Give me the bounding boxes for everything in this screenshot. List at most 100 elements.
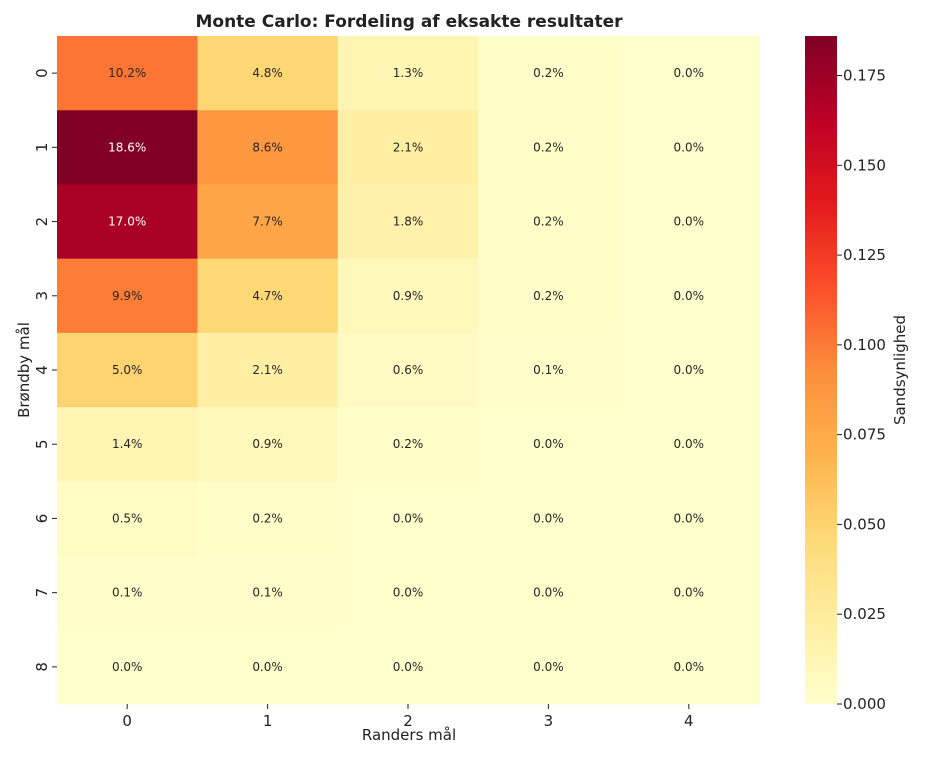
cell-annotation: 0.2%: [533, 66, 564, 80]
heatmap-cell: [337, 36, 479, 111]
x-axis-title: Randers mål: [362, 726, 456, 744]
heatmap-cell: [618, 407, 760, 482]
cell-annotation: 10.2%: [108, 66, 146, 80]
x-tick-label: 3: [544, 712, 554, 730]
cell-annotation: 17.0%: [108, 215, 146, 229]
heatmap-cell: [57, 332, 198, 408]
heatmap-cell: [478, 407, 620, 482]
cell-annotation: 0.2%: [533, 140, 564, 154]
chart-title: Monte Carlo: Fordeling af eksakte result…: [195, 12, 623, 32]
heatmap-cell: [57, 258, 198, 334]
cell-annotation: 0.1%: [533, 363, 564, 377]
heatmap-cell: [197, 332, 339, 408]
cell-annotation: 0.2%: [393, 437, 424, 451]
colorbar-ticks: 0.000 0.025 0.050 0.075 0.100 0.125 0.150 0.175: [837, 67, 886, 713]
x-tick-label: 0: [122, 712, 132, 730]
cell-annotation: 1.8%: [393, 215, 424, 229]
heatmap-cell: [57, 555, 198, 631]
heatmap-cell: [57, 481, 198, 557]
y-axis-title: Brøndby mål: [15, 322, 33, 418]
cell-annotation: 0.0%: [674, 289, 705, 303]
y-tick-label: 1: [33, 143, 51, 153]
cell-annotation: 0.2%: [252, 511, 283, 525]
colorbar-tick-label: 0.000: [843, 695, 886, 713]
cell-annotation: 1.4%: [112, 437, 143, 451]
y-tick-label: 2: [33, 217, 51, 227]
x-axis-ticks: 0 1 2 3 4: [122, 704, 694, 730]
heatmap-cell: [197, 184, 339, 260]
y-axis-ticks: 0 1 2 3 4 5 6 7 8: [33, 68, 57, 672]
heatmap-cell: [197, 258, 339, 334]
heatmap-cell: [337, 629, 479, 705]
heatmap-cell: [618, 629, 760, 705]
heatmap-cell: [478, 555, 620, 631]
heatmap-cell: [618, 481, 760, 557]
heatmap-cell: [478, 184, 620, 260]
heatmap-cell: [337, 555, 479, 631]
heatmap-cell: [618, 110, 760, 185]
cell-annotation: 0.0%: [674, 586, 705, 600]
y-tick-label: 0: [33, 68, 51, 78]
heatmap-cell: [57, 184, 198, 260]
colorbar-tick-label: 0.125: [843, 246, 886, 264]
x-tick-label: 1: [263, 712, 273, 730]
cell-annotation: 18.6%: [108, 140, 146, 154]
colorbar: [805, 36, 837, 704]
cell-annotation: 2.1%: [393, 140, 424, 154]
cell-annotation: 0.0%: [252, 660, 283, 674]
cell-annotation: 0.0%: [674, 437, 705, 451]
cell-annotation: 0.0%: [533, 660, 564, 674]
cell-annotation: 0.0%: [533, 437, 564, 451]
cell-annotation: 4.7%: [252, 289, 283, 303]
colorbar-tick-label: 0.150: [843, 156, 886, 174]
colorbar-tick-label: 0.050: [843, 515, 886, 533]
heatmap-cell: [618, 555, 760, 631]
heatmap-cell: [618, 36, 760, 111]
heatmap-cell: [337, 332, 479, 408]
heatmap-cell: [478, 629, 620, 705]
cell-annotation: 0.0%: [674, 363, 705, 377]
cell-annotation: 0.0%: [674, 215, 705, 229]
cell-annotation: 9.9%: [112, 289, 143, 303]
colorbar-tick-label: 0.175: [843, 67, 886, 85]
cell-annotation: 8.6%: [252, 140, 283, 154]
cell-annotation: 2.1%: [252, 363, 283, 377]
y-tick-label: 8: [33, 662, 51, 672]
heatmap-cell: [57, 36, 198, 111]
heatmap-cell: [57, 407, 198, 482]
cell-annotation: 0.0%: [112, 660, 143, 674]
cell-annotation: 0.2%: [533, 215, 564, 229]
colorbar-label: Sandsynlighed: [891, 315, 909, 425]
cell-annotation: 0.0%: [674, 66, 705, 80]
heatmap-cell: [478, 110, 620, 185]
cell-annotation: 0.9%: [393, 289, 424, 303]
x-tick-label: 2: [403, 712, 413, 730]
cell-annotation: 0.1%: [252, 586, 283, 600]
heatmap-cell: [197, 481, 339, 557]
cell-annotation: 0.5%: [112, 511, 143, 525]
heatmap-cell: [57, 629, 198, 705]
cell-annotation: 0.6%: [393, 363, 424, 377]
heatmap-cell: [197, 36, 339, 111]
cell-annotation: 5.0%: [112, 363, 143, 377]
heatmap-cell: [197, 555, 339, 631]
heatmap-cell: [478, 332, 620, 408]
y-tick-label: 3: [33, 291, 51, 301]
cell-annotation: 0.9%: [252, 437, 283, 451]
heatmap-cell: [478, 258, 620, 334]
heatmap-cell: [337, 258, 479, 334]
heatmap-cell: [618, 258, 760, 334]
cell-annotation: 0.0%: [674, 511, 705, 525]
cell-annotation: 0.0%: [533, 511, 564, 525]
cell-annotation: 0.1%: [112, 586, 143, 600]
heatmap-cell: [57, 110, 198, 185]
heatmap-cell: [337, 110, 479, 185]
heatmap-cells: 10.2% 4.8% 1.3% 0.2% 0.0% 18.6% 8.6% 2.1% 0.2% 0.…: [57, 36, 760, 705]
cell-annotation: 1.3%: [393, 66, 424, 80]
colorbar-tick-label: 0.025: [843, 605, 886, 623]
colorbar-tick-label: 0.075: [843, 426, 886, 444]
heatmap-cell: [618, 184, 760, 260]
heatmap-cell: [618, 332, 760, 408]
y-tick-label: 5: [33, 439, 51, 449]
